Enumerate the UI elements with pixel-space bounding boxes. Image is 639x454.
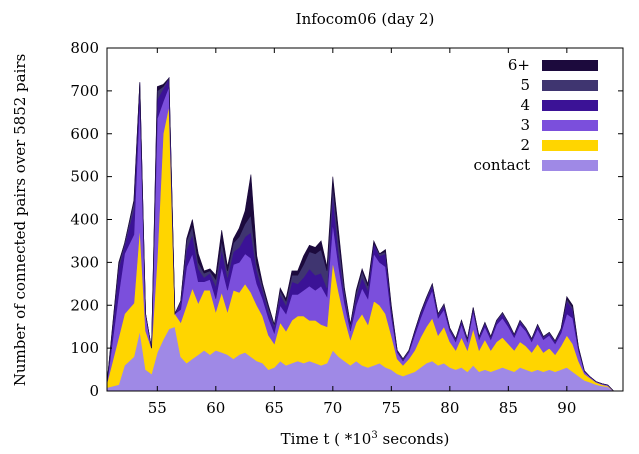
x-tick-label: 70 — [323, 399, 342, 417]
x-tick-label: 60 — [206, 399, 225, 417]
legend-swatch — [542, 60, 598, 71]
x-axis-label: Time t ( *103 seconds) — [281, 430, 450, 448]
y-tick-label: 200 — [70, 296, 99, 314]
x-tick-label: 85 — [499, 399, 518, 417]
legend-swatch — [542, 140, 598, 151]
x-tick-label: 90 — [557, 399, 576, 417]
legend-swatch — [542, 120, 598, 131]
legend-label: contact — [474, 156, 531, 174]
x-tick-label: 65 — [265, 399, 284, 417]
area-series-6plus — [106, 77, 623, 392]
legend-swatch — [542, 160, 598, 171]
legend-label: 2 — [520, 136, 530, 154]
legend-swatch — [542, 100, 598, 111]
legend-label: 5 — [520, 76, 530, 94]
chart-title: Infocom06 (day 2) — [296, 10, 435, 28]
axis-ticks: 0 100 200 300 400 500 600 700 800 55 60 65 70 75 80 85 9… — [70, 39, 623, 417]
legend-swatch — [542, 80, 598, 91]
area-layers — [106, 76, 623, 392]
y-tick-label: 700 — [70, 82, 99, 100]
y-tick-label: 400 — [70, 211, 99, 229]
legend-label: 4 — [520, 96, 530, 114]
y-axis-label: Number of connected pairs over 5852 pair… — [11, 54, 29, 387]
y-tick-label: 500 — [70, 168, 99, 186]
x-tick-label: 80 — [440, 399, 459, 417]
x-tick-label: 55 — [148, 399, 167, 417]
y-tick-label: 800 — [70, 39, 99, 57]
legend-label: 3 — [520, 116, 530, 134]
y-tick-label: 600 — [70, 125, 99, 143]
y-tick-label: 300 — [70, 253, 99, 271]
y-tick-label: 100 — [70, 339, 99, 357]
y-tick-label: 0 — [89, 382, 99, 400]
legend: 6+ 5 4 3 2 contact — [474, 56, 598, 174]
legend-label: 6+ — [508, 56, 530, 74]
x-tick-label: 75 — [382, 399, 401, 417]
